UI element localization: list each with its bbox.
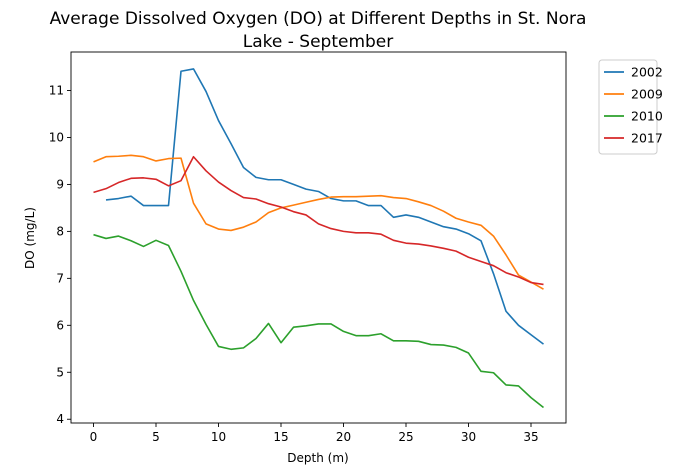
- y-tick-label: 9: [56, 177, 64, 191]
- x-axis: 0 5 10 15 20 25 30 35: [90, 423, 539, 444]
- y-tick-label: 6: [56, 318, 64, 332]
- legend-label-2002: 2002: [631, 65, 663, 80]
- x-axis-label: Depth (m): [287, 451, 348, 465]
- x-tick-label: 15: [273, 430, 288, 444]
- x-tick-label: 0: [90, 430, 98, 444]
- series-line-2010: [93, 233, 544, 409]
- x-tick-label: 5: [152, 430, 160, 444]
- x-tick-label: 10: [211, 430, 226, 444]
- legend-box: [598, 59, 658, 155]
- chart-title-line-2: Lake - September: [243, 32, 394, 52]
- y-tick-label: 11: [49, 84, 64, 98]
- legend-label-2010: 2010: [631, 109, 663, 124]
- plot-frame: [70, 51, 567, 424]
- x-tick-label: 20: [336, 430, 351, 444]
- x-tick-label: 25: [398, 430, 413, 444]
- x-tick-label: 30: [461, 430, 476, 444]
- y-tick-label: 4: [56, 412, 64, 426]
- legend-label-2009: 2009: [631, 87, 663, 102]
- y-tick-label: 5: [56, 365, 64, 379]
- y-tick-label: 8: [56, 224, 64, 238]
- series-line-2009: [93, 154, 544, 290]
- legend: 2002 2009 2010 2017: [598, 59, 663, 155]
- x-tick-label: 35: [523, 430, 538, 444]
- legend-label-2017: 2017: [631, 131, 663, 146]
- y-axis: 4 5 6 7 8 9 10 11: [49, 84, 71, 426]
- y-tick-label: 7: [56, 271, 64, 285]
- series-line-2002: [105, 68, 544, 345]
- series-line-2017: [93, 155, 544, 286]
- chart-title-line-1: Average Dissolved Oxygen (DO) at Differe…: [50, 9, 587, 29]
- y-axis-label: DO (mg/L): [23, 207, 37, 269]
- y-tick-label: 10: [49, 130, 64, 144]
- plot-area: [93, 68, 544, 409]
